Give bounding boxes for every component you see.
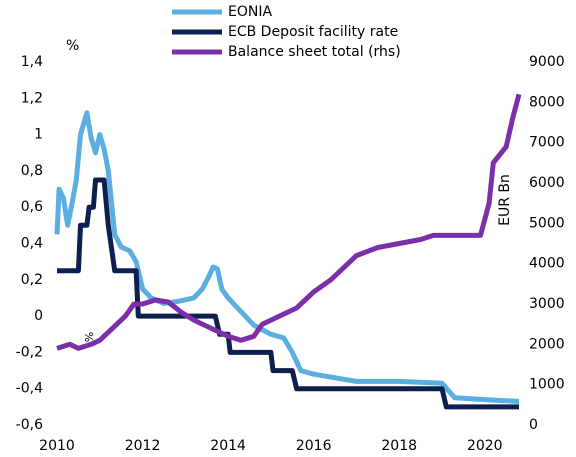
y2-tick-label: 9000 bbox=[529, 54, 565, 70]
y-tick-label: -0,6 bbox=[16, 417, 43, 433]
series-line bbox=[57, 177, 519, 410]
y-tick-label: 0,4 bbox=[21, 236, 43, 252]
y-tick-label: 0,8 bbox=[21, 163, 43, 179]
y2-tick-label: 0 bbox=[529, 417, 538, 433]
y2-tick-label: 7000 bbox=[529, 135, 565, 151]
x-tick-label: 2012 bbox=[125, 438, 161, 454]
y2-tick-label: 2000 bbox=[529, 336, 565, 352]
y-tick-label: 1 bbox=[34, 127, 43, 143]
y-tick-label: 0,6 bbox=[21, 199, 43, 215]
y-axis-label: % bbox=[66, 38, 79, 54]
y-tick-label: 0 bbox=[34, 308, 43, 324]
y-tick-label: -0,2 bbox=[16, 344, 43, 360]
x-tick-label: 2014 bbox=[210, 438, 246, 454]
y-tick-label: 1,2 bbox=[21, 90, 43, 106]
y-tick-label: 1,4 bbox=[21, 54, 43, 70]
x-tick-label: 2018 bbox=[381, 438, 417, 454]
series-line bbox=[56, 93, 522, 351]
legend-label: ECB Deposit facility rate bbox=[228, 24, 398, 40]
series-line bbox=[54, 110, 520, 404]
x-tick-label: 2016 bbox=[296, 438, 332, 454]
y2-axis-label: EUR Bn bbox=[497, 174, 513, 226]
y2-tick-label: 8000 bbox=[529, 94, 565, 110]
x-tick-label: 2010 bbox=[39, 438, 75, 454]
y2-tick-label: 1000 bbox=[529, 377, 565, 393]
legend-label: EONIA bbox=[228, 4, 272, 20]
y2-tick-label: 5000 bbox=[529, 215, 565, 231]
y2-tick-label: 3000 bbox=[529, 296, 565, 312]
x-tick-label: 2020 bbox=[467, 438, 503, 454]
y-tick-label: -0,4 bbox=[16, 381, 43, 397]
y-tick-label: 0,2 bbox=[21, 272, 43, 288]
annotation: % bbox=[83, 332, 96, 342]
y2-tick-label: 6000 bbox=[529, 175, 565, 191]
y2-tick-label: 4000 bbox=[529, 256, 565, 272]
legend-label: Balance sheet total (rhs) bbox=[228, 44, 401, 60]
